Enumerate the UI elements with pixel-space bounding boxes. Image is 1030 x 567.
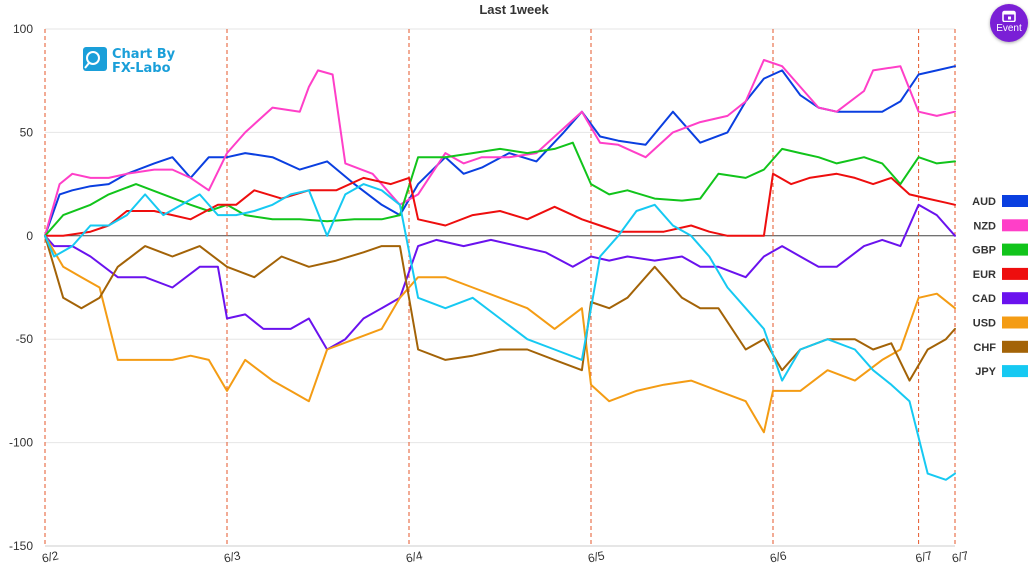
legend-swatch: [1002, 316, 1028, 329]
day-separators: [44, 29, 956, 546]
series-line-gbp: [44, 141, 956, 237]
series-line-chf: [44, 234, 956, 382]
series-line-eur: [44, 172, 956, 237]
legend-item-gbp[interactable]: GBP: [972, 243, 1028, 257]
legend-item-aud[interactable]: AUD: [972, 195, 1028, 208]
legend-item-nzd[interactable]: NZD: [973, 219, 1028, 232]
legend-swatch: [1002, 267, 1028, 280]
y-tick-label: 0: [26, 229, 33, 243]
legend-label: NZD: [973, 220, 996, 232]
logo-handle-icon: [84, 62, 90, 69]
series-lines: [44, 59, 956, 481]
x-axis: 6/2 6/3 6/4 6/5 6/6 6/7 6/7: [41, 548, 971, 565]
calendar-icon: [1002, 10, 1016, 22]
x-tick-label: 6/2: [41, 548, 61, 565]
legend-item-chf[interactable]: CHF: [973, 340, 1028, 354]
x-tick-label: 6/5: [587, 548, 607, 565]
x-tick-label: 6/4: [405, 548, 425, 565]
legend-label: EUR: [973, 269, 996, 281]
x-tick-label: 6/7: [951, 548, 971, 565]
legend-item-jpy[interactable]: JPY: [975, 365, 1028, 378]
legend-swatch: [1002, 243, 1028, 256]
logo-magnifier-icon: [86, 51, 100, 65]
legend-label: GBP: [972, 245, 996, 257]
x-tick-label: 6/7: [914, 548, 934, 565]
y-tick-label: 50: [20, 125, 34, 139]
legend-label: CHF: [973, 342, 996, 354]
logo-line1: Chart By: [112, 47, 176, 62]
legend-label: AUD: [972, 196, 996, 208]
legend-swatch: [1002, 219, 1028, 232]
y-tick-label: 100: [13, 22, 33, 36]
legend-label: CAD: [972, 293, 996, 305]
series-line-cad: [44, 203, 956, 351]
series-line-usd: [44, 234, 956, 434]
series-line-jpy: [44, 183, 956, 481]
x-tick-label: 6/3: [223, 548, 243, 565]
chart-title: Last 1week: [479, 2, 549, 17]
watermark-logo: Chart By FX-Labo: [83, 47, 176, 76]
x-tick-label: 6/6: [769, 548, 789, 565]
y-axis: 100 50 0 -50 -100 -150: [9, 22, 33, 553]
y-tick-label: -100: [9, 436, 33, 450]
y-tick-label: -150: [9, 539, 33, 553]
legend-swatch: [1002, 195, 1028, 207]
event-button[interactable]: Event: [990, 4, 1028, 42]
legend-label: USD: [973, 318, 996, 330]
legend-swatch: [1002, 365, 1028, 378]
legend-swatch: [1002, 292, 1028, 305]
legend-item-eur[interactable]: EUR: [973, 267, 1028, 281]
legend-swatch: [1002, 340, 1028, 353]
series-line-nzd: [44, 59, 956, 237]
logo-line2: FX-Labo: [112, 61, 171, 76]
legend-label: JPY: [975, 366, 996, 378]
y-tick-label: -50: [16, 332, 34, 346]
grid: [45, 28, 955, 547]
legend[interactable]: AUD NZD GBP EUR CAD USD CHF JPY: [972, 195, 1028, 378]
legend-item-cad[interactable]: CAD: [972, 292, 1028, 305]
event-button-label: Event: [996, 23, 1022, 34]
legend-item-usd[interactable]: USD: [973, 316, 1028, 330]
